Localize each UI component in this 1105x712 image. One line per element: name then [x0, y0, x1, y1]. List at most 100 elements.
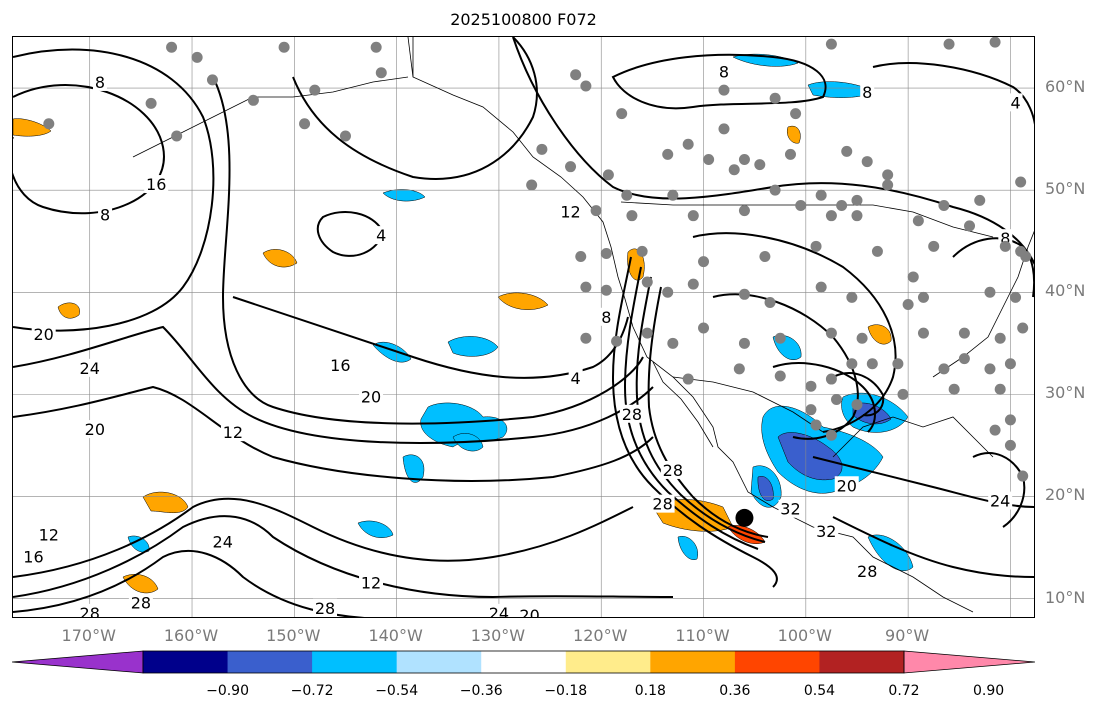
contour-label: 28 [652, 495, 672, 514]
contour-label: 8 [1000, 229, 1010, 248]
station-marker [805, 380, 817, 392]
colorbar-extend-low [12, 650, 144, 674]
station-marker [882, 179, 894, 191]
contour-label-background [486, 603, 511, 617]
contour-label-background [144, 175, 169, 194]
station-marker [1017, 322, 1029, 334]
station-marker [590, 205, 602, 217]
shaded-area [13, 118, 52, 137]
station-marker [703, 154, 715, 166]
contour-label-background [210, 532, 235, 551]
station-marker [636, 245, 648, 257]
station-marker [928, 240, 940, 252]
contour-line [13, 385, 654, 482]
contour-line [512, 37, 1034, 266]
colorbar-segment [481, 651, 567, 673]
station-marker [626, 210, 638, 222]
contour-label-background [77, 358, 102, 377]
contour-label-background [359, 387, 384, 406]
shaded-area [757, 476, 774, 501]
station-marker [943, 38, 955, 50]
shaded-area [732, 53, 799, 67]
station-marker [738, 154, 750, 166]
station-marker [565, 161, 577, 173]
contour-line [635, 276, 766, 543]
station-marker [984, 286, 996, 298]
station-marker [831, 393, 843, 405]
contour-label: 28 [80, 604, 100, 618]
contour-label: 20 [34, 325, 54, 344]
contour-label: 12 [39, 525, 59, 544]
station-marker [851, 210, 863, 222]
station-marker [575, 251, 587, 263]
station-marker [938, 363, 950, 375]
coastline-north-america [407, 37, 974, 613]
station-marker [580, 281, 592, 293]
station-marker [1017, 470, 1029, 482]
station-marker [974, 194, 986, 206]
station-marker [247, 94, 259, 106]
station-marker [754, 159, 766, 171]
shaded-area [57, 302, 80, 319]
station-marker [856, 332, 868, 344]
station-marker [825, 429, 837, 441]
shaded-area [262, 249, 298, 268]
station-marker [774, 370, 786, 382]
shaded-area [420, 402, 508, 448]
station-marker [810, 240, 822, 252]
contour-line [647, 286, 769, 538]
contour-label-background [220, 423, 245, 442]
longitude-label: 130°W [470, 626, 526, 645]
station-marker [738, 288, 750, 300]
colorbar-segment [734, 651, 820, 673]
colorbar-segment [312, 651, 398, 673]
colorbar-tick-label: 0.72 [888, 683, 920, 699]
contour-line [772, 362, 876, 433]
station-marker [171, 130, 183, 142]
station-marker [1004, 439, 1016, 451]
contour-line [13, 515, 674, 599]
station-marker [682, 373, 694, 385]
contour-label-background [558, 202, 583, 221]
contour-label-background [814, 522, 839, 541]
contour-label: 8 [100, 206, 110, 225]
colorbar-tick-label: −0.72 [290, 683, 334, 699]
longitude-label: 140°W [368, 626, 423, 645]
station-marker [641, 327, 653, 339]
station-marker [774, 332, 786, 344]
contour-label-background [778, 499, 803, 518]
contour-line [13, 325, 654, 444]
border-us-mexico [672, 376, 824, 433]
station-marker [810, 419, 822, 431]
station-marker [851, 399, 863, 411]
shaded-area [447, 336, 499, 357]
longitude-label: 90°W [885, 626, 930, 645]
station-marker [769, 184, 781, 196]
station-marker [907, 271, 919, 283]
contour-label-background [31, 325, 56, 344]
contour-label-background [988, 491, 1013, 510]
station-marker [769, 92, 781, 104]
contour-label-background [36, 525, 61, 544]
shaded-area [777, 432, 843, 481]
shaded-area [852, 402, 892, 425]
contour-label: 20 [361, 387, 381, 406]
station-marker [984, 363, 996, 375]
station-marker [989, 37, 1001, 48]
station-marker [882, 169, 894, 181]
contour-line [13, 497, 634, 578]
contour-label: 28 [663, 461, 683, 480]
station-marker [825, 373, 837, 385]
contour-label: 8 [95, 73, 105, 92]
station-marker [948, 383, 960, 395]
station-marker [917, 291, 929, 303]
contour-label: 24 [213, 532, 233, 551]
contour-label-background [860, 83, 875, 102]
station-marker [784, 148, 796, 160]
coastlines [132, 37, 1034, 613]
shaded-area [382, 189, 426, 202]
station-marker [570, 69, 582, 81]
storm-marker-layer [735, 508, 754, 527]
contour-label: 28 [622, 405, 642, 424]
contour-line [623, 266, 759, 550]
